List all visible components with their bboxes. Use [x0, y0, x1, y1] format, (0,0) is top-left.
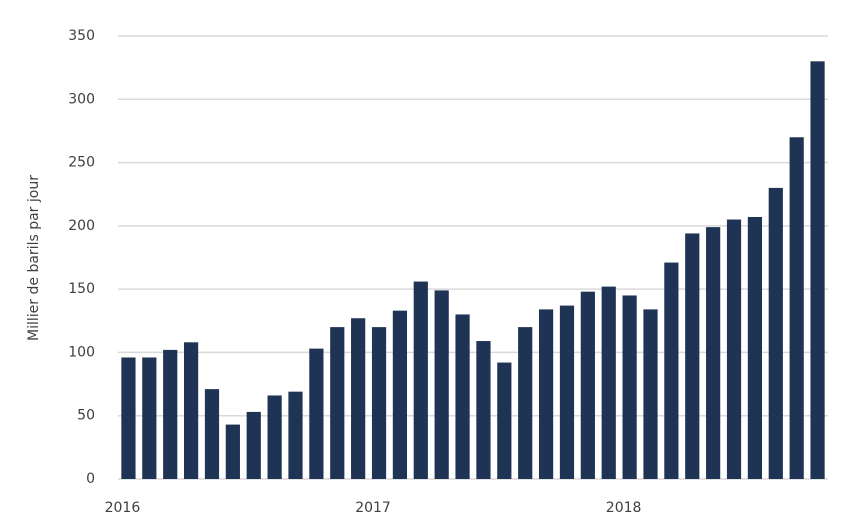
- bar: [789, 137, 804, 479]
- bar: [747, 216, 763, 480]
- bar: [246, 411, 261, 479]
- x-tick-label: 2018: [606, 500, 642, 516]
- y-tick-label: 350: [68, 28, 95, 44]
- bar: [518, 327, 533, 479]
- bar: [768, 187, 783, 479]
- bar: [726, 219, 742, 479]
- y-tick-label: 250: [68, 155, 95, 171]
- bar: [643, 309, 658, 479]
- x-tick-label: 2017: [355, 500, 391, 516]
- bar: [288, 391, 303, 479]
- bar: [497, 362, 512, 479]
- y-axis-label: Millier de barils par jour: [26, 175, 42, 341]
- bar: [330, 327, 345, 479]
- bar: [121, 357, 136, 479]
- bar: [434, 290, 449, 479]
- bar: [351, 318, 366, 479]
- bar: [371, 327, 387, 479]
- bar: [309, 348, 324, 479]
- bar: [225, 424, 240, 479]
- y-tick-label: 50: [77, 408, 95, 424]
- bar: [267, 395, 282, 479]
- bar: [142, 357, 157, 479]
- bar: [559, 305, 575, 479]
- bar: [538, 309, 554, 479]
- y-tick-label: 100: [68, 344, 95, 360]
- bar: [413, 281, 428, 479]
- bar: [455, 314, 470, 479]
- bar: [622, 295, 637, 479]
- bar: [601, 286, 616, 479]
- bar: [810, 61, 825, 480]
- bar: [204, 389, 220, 479]
- bar: [580, 291, 595, 479]
- y-tick-label: 200: [68, 218, 95, 234]
- y-tick-label: 0: [86, 471, 95, 487]
- x-tick-label: 2016: [105, 500, 141, 516]
- bar: [706, 227, 721, 479]
- y-tick-label: 300: [68, 91, 95, 107]
- bar: [163, 349, 178, 479]
- y-tick-label: 150: [68, 281, 95, 297]
- bar: [183, 342, 199, 479]
- bar: [685, 233, 700, 479]
- bar: [392, 310, 408, 479]
- bar: [664, 262, 679, 479]
- bar: [476, 341, 491, 479]
